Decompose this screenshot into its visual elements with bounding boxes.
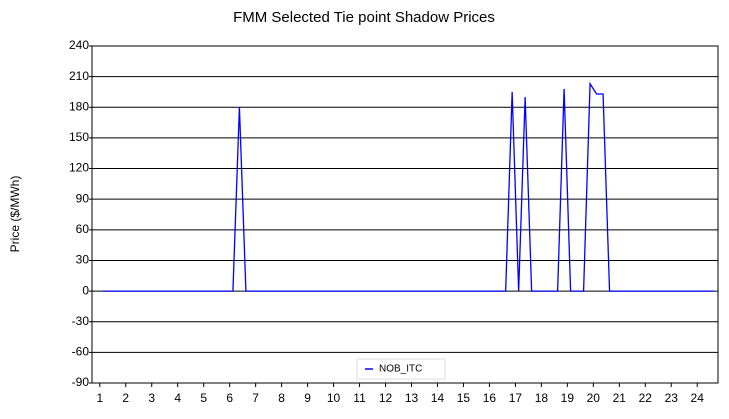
- x-tick-label: 17: [509, 391, 523, 405]
- x-tick-label: 8: [278, 391, 285, 405]
- y-tick-label: -90: [72, 375, 90, 389]
- y-tick-label: 0: [82, 283, 89, 297]
- x-tick-label: 2: [122, 391, 129, 405]
- x-tick-label: 22: [639, 391, 653, 405]
- y-tick-label: 120: [69, 161, 89, 175]
- x-tick-label: 23: [665, 391, 679, 405]
- x-tick-label: 6: [226, 391, 233, 405]
- x-tick-label: 5: [200, 391, 207, 405]
- x-tick-label: 15: [457, 391, 471, 405]
- chart-title: FMM Selected Tie point Shadow Prices: [233, 9, 495, 26]
- x-tick-label: 11: [353, 391, 366, 405]
- plot-frame: [91, 45, 719, 384]
- series-line: [103, 81, 714, 292]
- legend-box: [356, 358, 446, 380]
- y-tick-label: 210: [69, 69, 89, 83]
- x-tick-label: 24: [691, 391, 705, 405]
- x-tick-label: 12: [379, 391, 393, 405]
- y-tick-label: -60: [72, 345, 90, 359]
- x-tick-label: 7: [252, 391, 259, 405]
- x-tick-label: 1: [96, 391, 103, 405]
- y-tick-label: 180: [69, 99, 89, 113]
- y-tick-label: 90: [76, 191, 90, 205]
- x-tick-label: 20: [587, 391, 601, 405]
- x-tick-label: 19: [561, 391, 575, 405]
- legend-label: NOB_ITC: [379, 364, 422, 375]
- x-tick-label: 13: [405, 391, 419, 405]
- x-tick-label: 3: [148, 391, 155, 405]
- y-tick-label: 150: [69, 130, 89, 144]
- y-axis-label: Price ($/MWh): [8, 176, 22, 253]
- x-tick-label: 4: [174, 391, 181, 405]
- x-tick-label: 10: [327, 391, 341, 405]
- x-tick-label: 21: [613, 391, 627, 405]
- x-tick-label: 16: [483, 391, 497, 405]
- x-tick-label: 14: [431, 391, 445, 405]
- y-tick-label: 60: [76, 222, 90, 236]
- y-tick-label: 240: [69, 38, 89, 52]
- x-tick-label: 18: [535, 391, 549, 405]
- x-tick-label: 9: [304, 391, 311, 405]
- y-tick-label: 30: [76, 253, 90, 267]
- y-tick-label: -30: [72, 314, 90, 328]
